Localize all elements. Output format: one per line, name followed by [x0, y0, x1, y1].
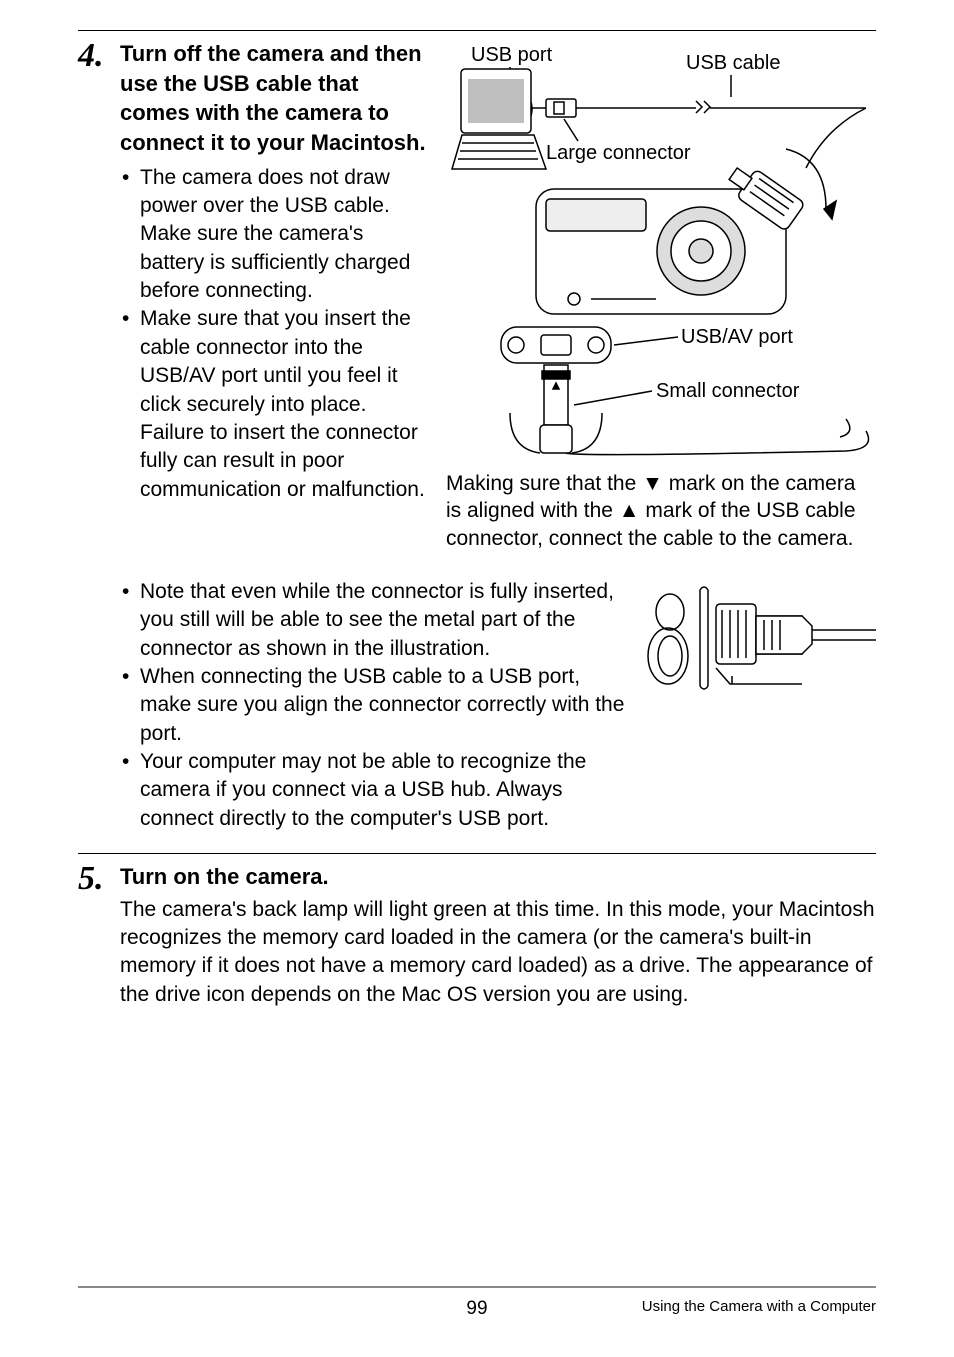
- list-item: When connecting the USB cable to a USB p…: [120, 663, 628, 748]
- rule-top: [78, 30, 876, 31]
- down-triangle-icon: ▼: [642, 472, 663, 495]
- step-5-heading: Turn on the camera.: [120, 862, 876, 892]
- step-4-bullets-lower: Note that even while the connector is fu…: [120, 578, 628, 833]
- step-5-body: Turn on the camera. The camera's back la…: [120, 862, 876, 1009]
- step-4-bullets-left: The camera does not draw power over the …: [120, 164, 428, 504]
- page-footer: 99 Using the Camera with a Computer: [78, 1286, 876, 1315]
- step-4-heading: Turn off the camera and then use the USB…: [120, 39, 428, 158]
- page-number: 99: [78, 1298, 876, 1320]
- step-4-body: Turn off the camera and then use the USB…: [120, 39, 876, 833]
- list-item: Note that even while the connector is fu…: [120, 578, 628, 663]
- connection-diagram: USB port USB cable: [446, 39, 876, 459]
- step-4-number: 4.: [78, 39, 120, 73]
- label-usb-cable: USB cable: [686, 52, 781, 74]
- label-usb-port: USB port: [471, 44, 553, 66]
- label-usb-av-port: USB/AV port: [681, 326, 793, 348]
- diagram-caption: Making sure that the ▼ mark on the camer…: [446, 470, 876, 552]
- camera-bottom-icon: [501, 327, 611, 453]
- camera-icon: [536, 189, 786, 314]
- step-5-number: 5.: [78, 862, 120, 896]
- caption-text: Making sure that the: [446, 472, 642, 495]
- list-item: Your computer may not be able to recogni…: [120, 748, 628, 833]
- step-5: 5. Turn on the camera. The camera's back…: [78, 862, 876, 1009]
- list-item: The camera does not draw power over the …: [120, 164, 428, 306]
- rule-mid: [78, 853, 876, 854]
- laptop-icon: [452, 69, 546, 169]
- label-small-connector: Small connector: [656, 380, 800, 402]
- step-4: 4. Turn off the camera and then use the …: [78, 39, 876, 833]
- up-triangle-icon: ▲: [619, 499, 640, 522]
- label-large-connector: Large connector: [546, 142, 691, 164]
- connector-closeup-diagram: [646, 582, 876, 692]
- list-item: Make sure that you insert the cable conn…: [120, 305, 428, 503]
- step-5-text: The camera's back lamp will light green …: [120, 896, 876, 1009]
